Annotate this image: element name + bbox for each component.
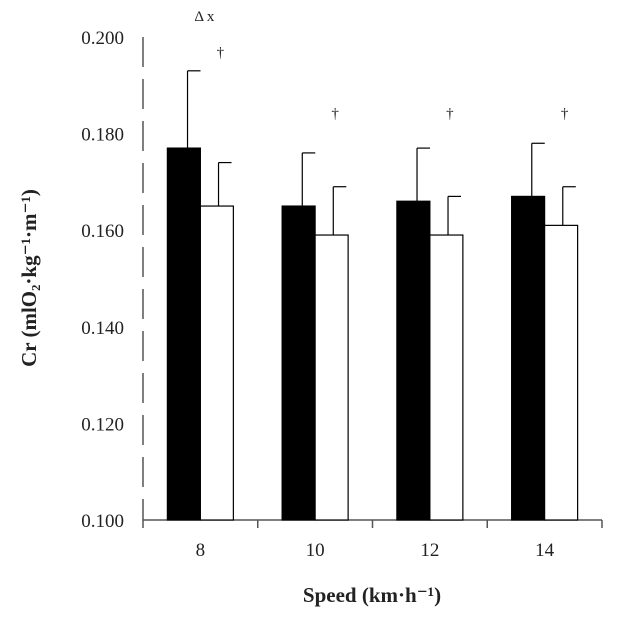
bar — [281, 205, 316, 521]
bar — [396, 200, 431, 521]
y-tick-label: 0.160 — [81, 221, 124, 242]
bar — [429, 234, 464, 521]
bar — [544, 224, 579, 521]
bar — [166, 147, 201, 521]
significance-marker: † — [217, 45, 225, 61]
y-tick-label: 0.100 — [81, 511, 124, 532]
bar — [511, 195, 546, 521]
y-tick-label: 0.140 — [81, 318, 124, 339]
y-tick-label: 0.120 — [81, 414, 124, 435]
y-tick-label: 0.180 — [81, 125, 124, 146]
significance-marker: † — [561, 106, 569, 122]
x-tick-label: 12 — [420, 540, 439, 561]
bars — [166, 70, 579, 521]
bar — [199, 205, 234, 521]
y-axis-title: Cr (mlO₂·kg⁻¹·m⁻¹) — [17, 189, 41, 367]
x-tick-label: 14 — [535, 540, 555, 561]
labels: 0.100 0.120 0.140 0.160 0.180 0.200 8 10 12 14 Δ x… — [81, 9, 569, 561]
x-axis-title: Speed (km·h⁻¹) — [303, 583, 441, 607]
significance-marker: † — [331, 106, 339, 122]
significance-marker: Δ x — [194, 9, 215, 25]
bar — [314, 234, 349, 521]
y-tick-label: 0.200 — [81, 28, 124, 49]
x-tick-label: 10 — [306, 540, 325, 561]
significance-marker: † — [446, 106, 454, 122]
x-tick-label: 8 — [196, 540, 206, 561]
